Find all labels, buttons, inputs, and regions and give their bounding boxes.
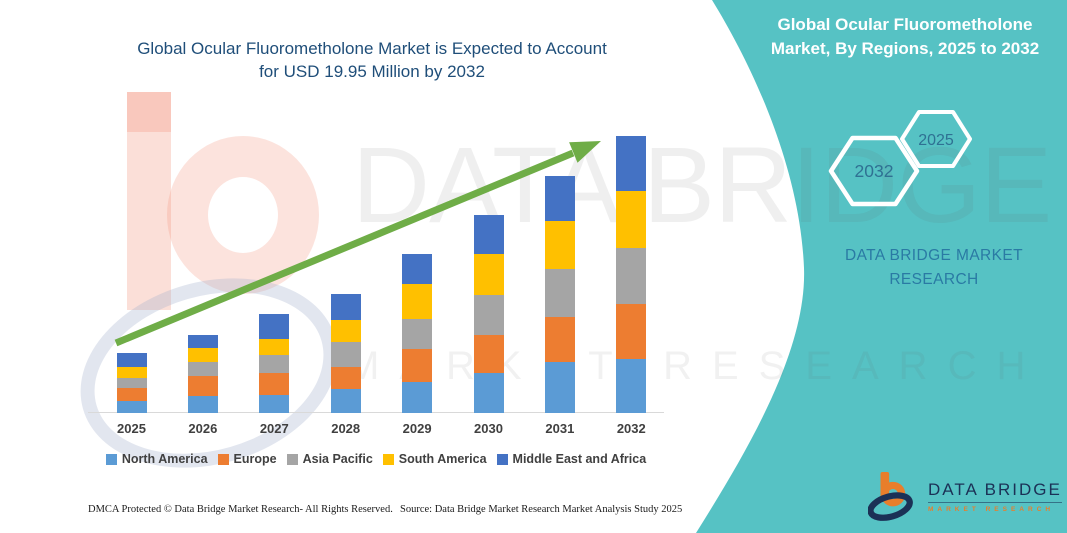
segment-2030-asia-pacific xyxy=(473,295,504,336)
x-label-2029: 2029 xyxy=(402,421,432,436)
x-axis-line xyxy=(88,412,664,413)
segment-2029-south-america xyxy=(402,284,433,319)
segment-2028-asia-pacific xyxy=(330,341,361,367)
segment-2027-north-america xyxy=(259,394,290,413)
segment-2027-south-america xyxy=(259,338,290,355)
legend-swatch xyxy=(105,453,117,465)
x-label-2027: 2027 xyxy=(259,421,289,436)
footer-source: Source: Data Bridge Market Research Mark… xyxy=(400,504,683,515)
segment-2026-south-america xyxy=(187,347,218,362)
side-panel-brand-line2: RESEARCH xyxy=(889,271,979,288)
segment-2030-north-america xyxy=(473,372,504,413)
segment-2031-asia-pacific xyxy=(544,269,575,318)
bar-2029 xyxy=(402,254,433,413)
bar-2032 xyxy=(616,135,647,413)
segment-2032-north-america xyxy=(616,358,647,413)
bar-2031 xyxy=(544,175,575,413)
legend-item-south-america: South America xyxy=(382,452,487,466)
hexagon-2032 xyxy=(828,135,920,207)
segment-2027-asia-pacific xyxy=(259,354,290,373)
x-label-2032: 2032 xyxy=(616,421,646,436)
bar-2026 xyxy=(187,334,218,413)
segment-2029-middle-east-and-africa xyxy=(402,254,433,285)
segment-2025-middle-east-and-africa xyxy=(116,352,147,367)
databridge-logo: DATA BRIDGE MARKET RESEARCH xyxy=(868,471,1062,521)
segment-2028-middle-east-and-africa xyxy=(330,294,361,320)
segment-2030-south-america xyxy=(473,253,504,296)
watermark-logo-stem-cap xyxy=(127,92,171,132)
segment-2026-north-america xyxy=(187,395,218,413)
legend-item-north-america: North America xyxy=(105,452,208,466)
hexagon-2025-label: 2025 xyxy=(918,132,954,149)
segment-2031-middle-east-and-africa xyxy=(544,175,575,222)
chart-title-line2: for USD 19.95 Million by 2032 xyxy=(259,62,485,81)
legend-swatch xyxy=(496,453,508,465)
segment-2030-middle-east-and-africa xyxy=(473,214,504,254)
segment-2031-north-america xyxy=(544,362,575,413)
segment-2026-europe xyxy=(187,375,218,396)
chart-title-line1: Global Ocular Fluorometholone Market is … xyxy=(137,39,607,58)
segment-2025-north-america xyxy=(116,400,147,413)
databridge-logo-text: DATA BRIDGE MARKET RESEARCH xyxy=(928,480,1062,513)
hexagon-badges: 2032 2025 xyxy=(828,110,972,207)
watermark-text-line2: MARKET RESEARCH xyxy=(346,344,1046,388)
segment-2029-europe xyxy=(402,348,433,382)
hexagon-2025 xyxy=(900,110,972,168)
hexagon-2032-label: 2032 xyxy=(855,161,894,181)
x-label-2026: 2026 xyxy=(188,421,218,436)
segment-2025-south-america xyxy=(116,366,147,378)
legend-swatch xyxy=(217,453,229,465)
legend-label: North America xyxy=(121,452,208,466)
bar-2030 xyxy=(473,214,504,413)
segment-2032-asia-pacific xyxy=(616,248,647,304)
segment-2025-asia-pacific xyxy=(116,378,147,388)
bar-2025 xyxy=(116,352,147,413)
segment-2028-south-america xyxy=(330,319,361,342)
segment-2027-europe xyxy=(259,372,290,395)
logo-subtitle: MARKET RESEARCH xyxy=(928,505,1055,513)
segment-2028-europe xyxy=(330,366,361,389)
logo-title: DATA BRIDGE xyxy=(928,480,1062,503)
chart-title: Global Ocular Fluorometholone Market is … xyxy=(98,37,646,83)
legend-label: Asia Pacific xyxy=(302,452,373,466)
x-label-2030: 2030 xyxy=(474,421,503,436)
x-label-2025: 2025 xyxy=(117,421,146,436)
legend-swatch xyxy=(286,453,298,465)
chart-legend: North America Europe Asia Pacific South Ame… xyxy=(70,452,682,466)
segment-2030-europe xyxy=(473,335,504,373)
legend-label: South America xyxy=(398,452,487,466)
segment-2029-north-america xyxy=(402,381,433,413)
databridge-logo-icon xyxy=(868,471,913,521)
segment-2026-middle-east-and-africa xyxy=(187,334,218,348)
legend-label: Middle East and Africa xyxy=(512,452,647,466)
side-panel-brand: DATA BRIDGE MARKET RESEARCH xyxy=(808,244,1060,292)
side-panel-title: Global Ocular Fluorometholone Market, By… xyxy=(748,13,1062,61)
segment-2032-middle-east-and-africa xyxy=(616,135,647,192)
bar-2027 xyxy=(259,314,290,413)
x-label-2028: 2028 xyxy=(331,421,361,436)
legend-item-asia-pacific: Asia Pacific xyxy=(286,452,373,466)
segment-2026-asia-pacific xyxy=(187,361,218,376)
segment-2031-south-america xyxy=(544,221,575,270)
side-panel-brand-line1: DATA BRIDGE MARKET xyxy=(844,247,1023,264)
legend-label: Europe xyxy=(233,452,277,466)
side-panel-title-line2: Market, By Regions, 2025 to 2032 xyxy=(770,39,1040,58)
side-panel-title-line1: Global Ocular Fluorometholone xyxy=(777,15,1033,34)
legend-item-middle-east-and-africa: Middle East and Africa xyxy=(496,452,647,466)
x-label-2031: 2031 xyxy=(545,421,575,436)
segment-2029-asia-pacific xyxy=(402,318,433,349)
legend-swatch xyxy=(382,453,394,465)
segment-2025-europe xyxy=(116,388,147,401)
segment-2032-europe xyxy=(616,303,647,359)
bar-2028 xyxy=(330,294,361,413)
legend-item-europe: Europe xyxy=(217,452,277,466)
segment-2032-south-america xyxy=(616,191,647,249)
footer-dmca: DMCA Protected © Data Bridge Market Rese… xyxy=(88,504,393,515)
segment-2028-north-america xyxy=(330,388,361,413)
segment-2031-europe xyxy=(544,317,575,363)
segment-2027-middle-east-and-africa xyxy=(259,314,290,339)
